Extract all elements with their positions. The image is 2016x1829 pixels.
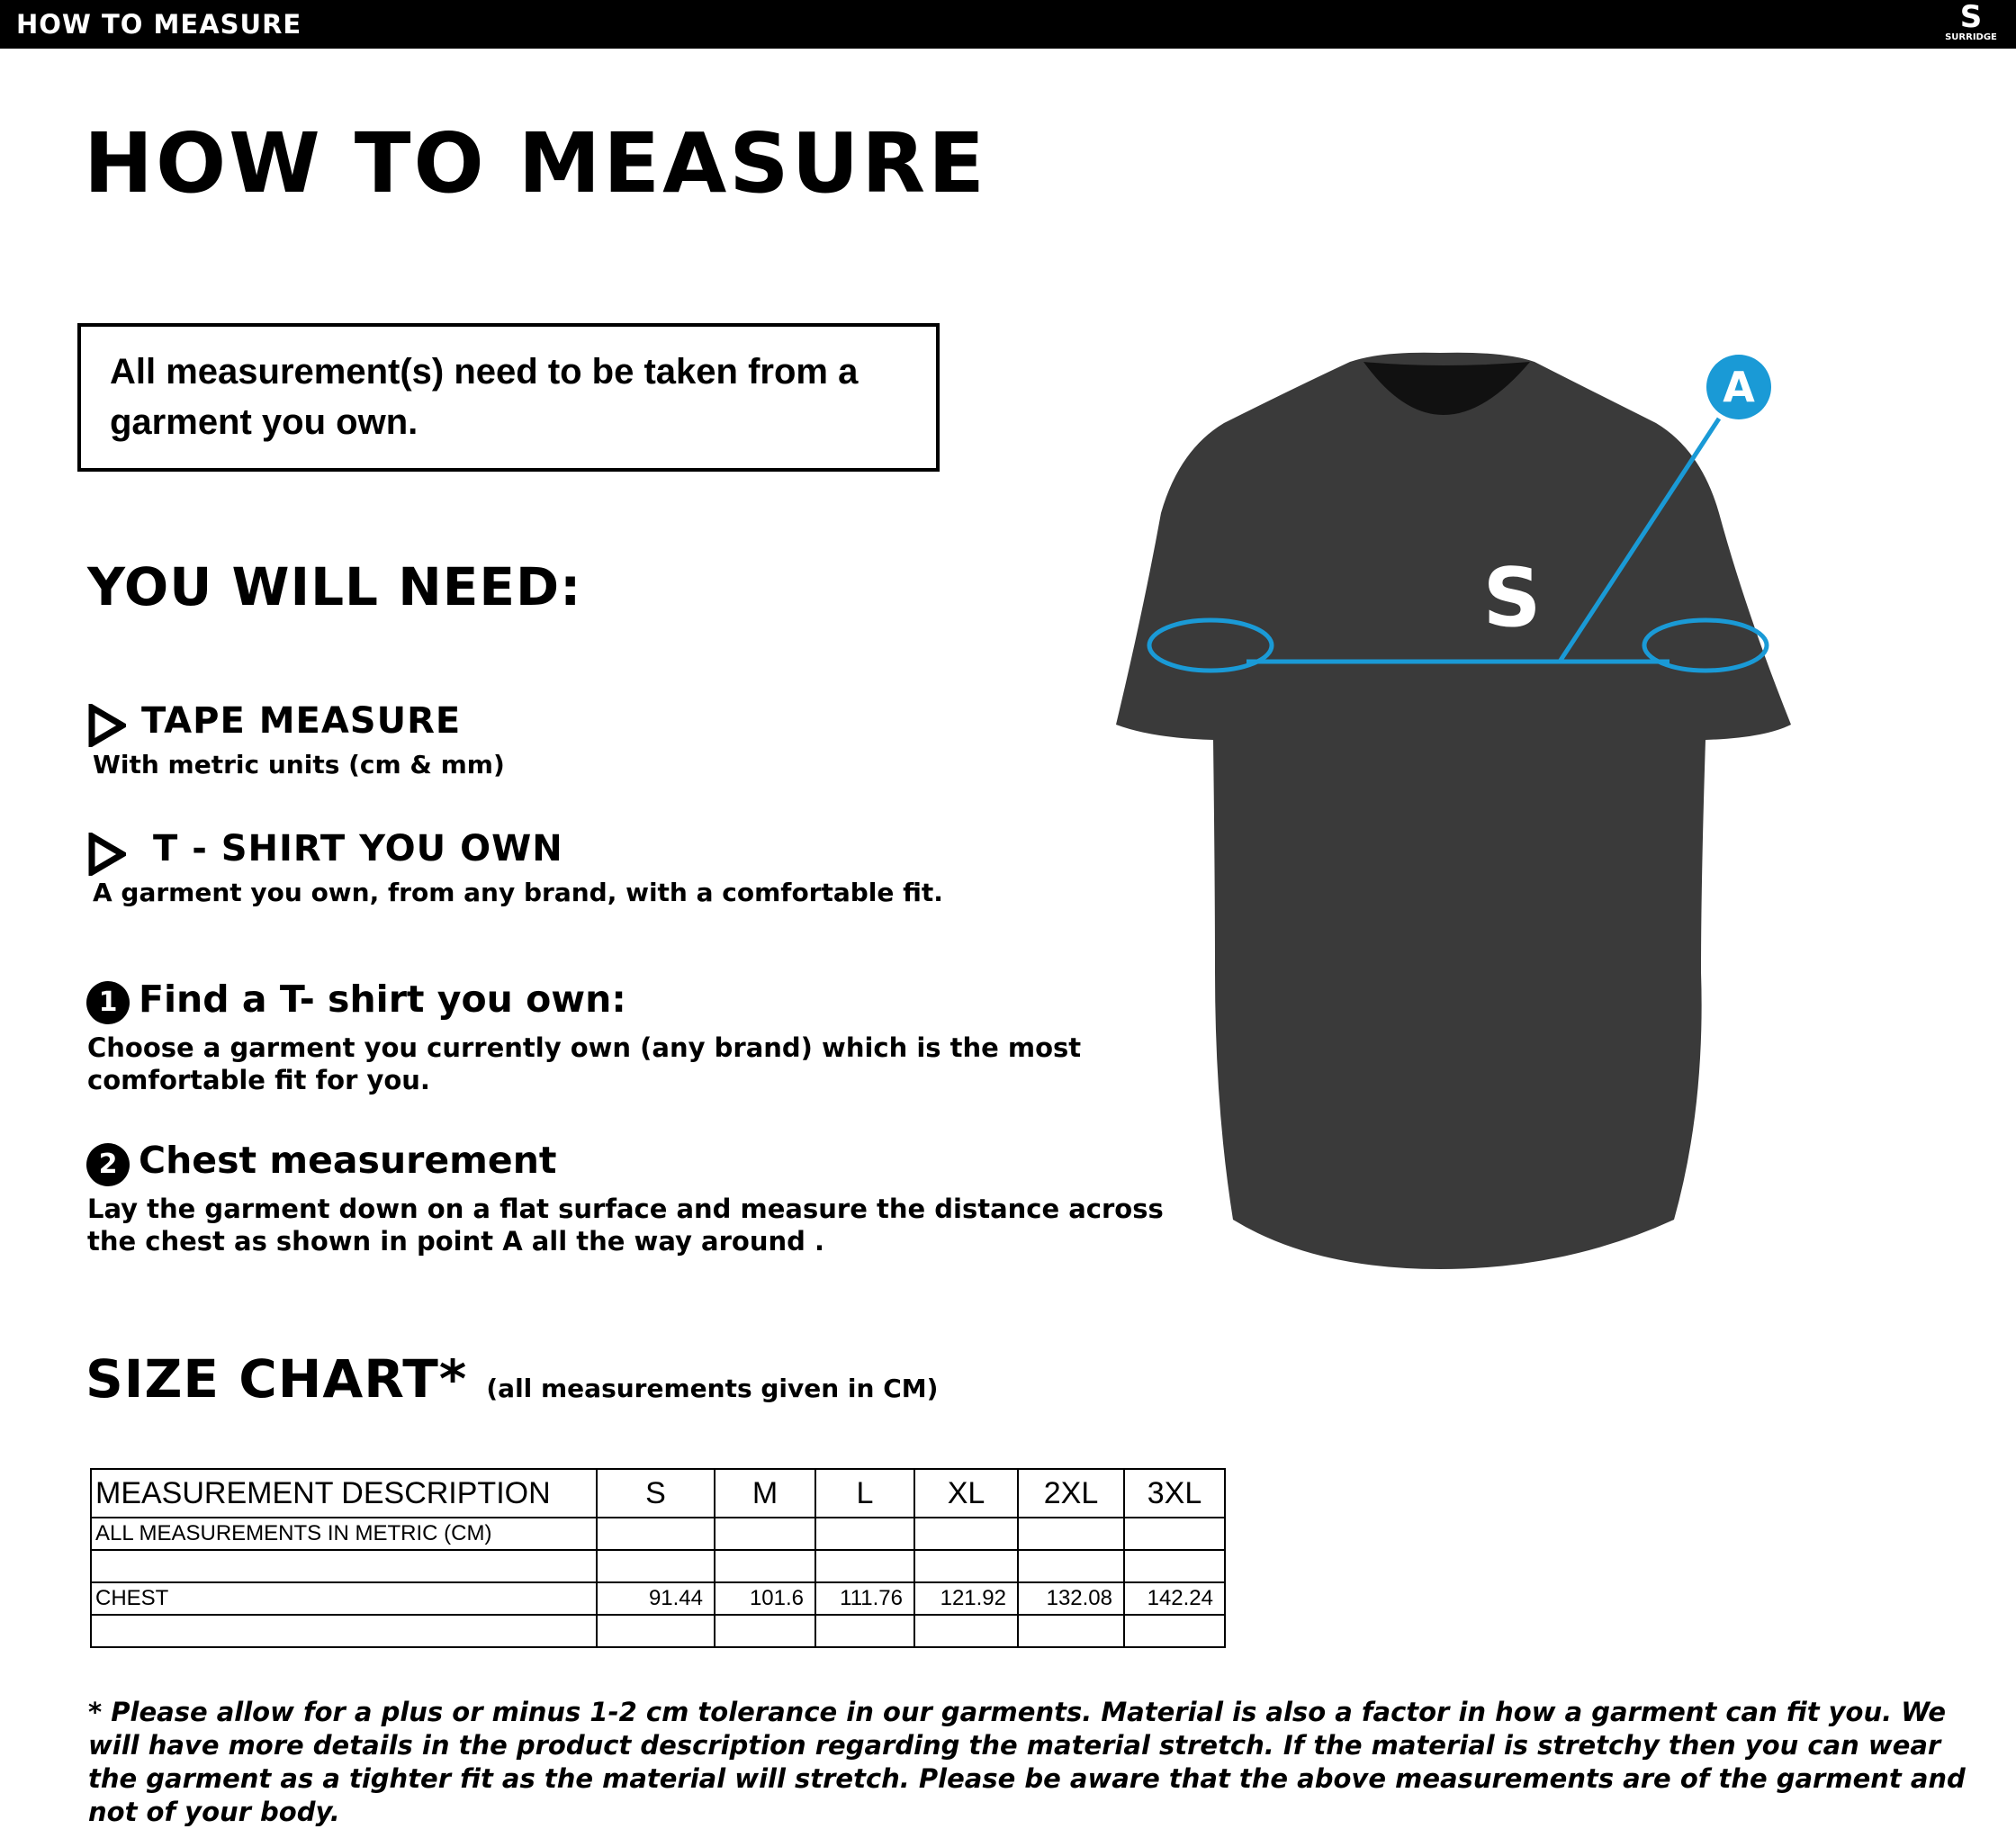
page-title: HOW TO MEASURE	[84, 115, 987, 212]
you-will-need-heading: YOU WILL NEED:	[87, 556, 582, 617]
play-icon	[88, 830, 129, 879]
step-desc: Choose a garment you currently own (any …	[87, 1032, 1082, 1095]
step-title: Chest measurement	[139, 1139, 557, 1182]
tshirt-shape	[1116, 352, 1791, 1269]
table-row: ALL MEASUREMENTS IN METRIC (CM)	[90, 1517, 1226, 1551]
tshirt-desc: A garment you own, from any brand, with …	[93, 878, 943, 907]
top-bar: HOW TO MEASURE S SURRIDGE	[0, 0, 2016, 49]
footnote: * Please allow for a plus or minus 1-2 c…	[88, 1697, 1966, 1827]
step-title: Find a T- shirt you own:	[139, 978, 626, 1021]
tshirt-title: T - SHIRT YOU OWN	[153, 828, 563, 869]
table-row: CHEST 91.44 101.6 111.76 121.92 132.08 142.24	[90, 1581, 1226, 1616]
tshirt-diagram: S A	[1116, 352, 1791, 1269]
notice-text: All measurement(s) need to be taken from…	[110, 352, 859, 442]
step-number: 2	[86, 1143, 130, 1186]
step-desc: Lay the garment down on a flat surface a…	[87, 1194, 1164, 1257]
step-number: 1	[86, 981, 130, 1024]
size-chart-title: SIZE CHART* (all measurements given in C…	[86, 1348, 939, 1410]
top-bar-title: HOW TO MEASURE	[16, 9, 302, 40]
notice-box: All measurement(s) need to be taken from…	[77, 323, 940, 472]
tape-measure-title: TAPE MEASURE	[141, 700, 462, 742]
size-chart-subtitle: (all measurements given in CM)	[486, 1374, 939, 1403]
marker-a	[1706, 355, 1771, 419]
size-chart-table: MEASUREMENT DESCRIPTION S M L XL 2XL 3XL ALL M…	[90, 1468, 1226, 1648]
marker-a-label: A	[1723, 363, 1755, 411]
table-row	[90, 1549, 1226, 1583]
tape-measure-desc: With metric units (cm & mm)	[93, 750, 505, 779]
table-row	[90, 1614, 1226, 1648]
shirt-logo: S	[1483, 551, 1542, 645]
play-icon	[88, 701, 129, 751]
surridge-logo: S SURRIDGE	[1945, 0, 1997, 42]
table-header-row: MEASUREMENT DESCRIPTION S M L XL 2XL 3XL	[90, 1468, 1226, 1518]
